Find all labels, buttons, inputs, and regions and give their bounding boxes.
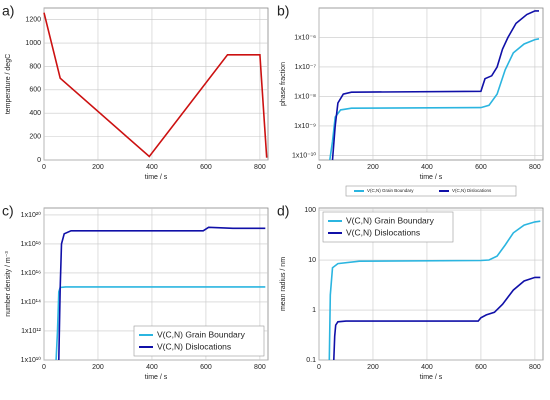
y-tick-label: 1 [312, 307, 316, 314]
y-tick-label: 1x10²⁰ [21, 211, 42, 219]
legend-label: V(C,N) Grain Boundary [346, 215, 435, 225]
legend-label: V(C,N) Grain Boundary [157, 329, 246, 339]
panel-label: b) [277, 3, 289, 19]
y-tick-label: 200 [29, 133, 41, 140]
y-tick-label: 1x10⁻⁶ [294, 34, 316, 41]
y-tick-label: 600 [29, 87, 41, 94]
x-tick-label: 800 [529, 364, 541, 371]
x-tick-label: 800 [254, 164, 266, 171]
series-line [43, 12, 268, 158]
x-axis-label: time / s [420, 174, 443, 181]
x-tick-label: 800 [254, 364, 266, 371]
x-tick-label: 600 [475, 364, 487, 371]
y-tick-label: 1x10¹⁴ [20, 299, 41, 306]
x-tick-label: 0 [42, 364, 46, 371]
y-axis-label: mean radius / nm [280, 257, 287, 311]
legend-label: V(C,N) Dislocations [346, 227, 420, 237]
y-tick-label: 100 [304, 207, 316, 214]
y-axis-label: temperature / degC [5, 54, 12, 114]
x-tick-label: 0 [317, 164, 321, 171]
x-tick-label: 200 [92, 164, 104, 171]
series-line [333, 276, 541, 361]
x-tick-label: 600 [200, 164, 212, 171]
y-axis-label: phase fraction [280, 62, 287, 106]
x-tick-label: 200 [92, 364, 104, 371]
legend-box [345, 185, 517, 197]
x-tick-label: 600 [200, 364, 212, 371]
x-tick-label: 600 [475, 164, 487, 171]
legend-box [133, 325, 265, 357]
y-tick-label: 1x10⁻¹⁰ [292, 151, 316, 159]
x-tick-label: 0 [42, 164, 46, 171]
x-tick-label: 200 [367, 364, 379, 371]
y-tick-label: 10 [308, 257, 316, 264]
y-tick-label: 1x10⁻⁸ [294, 93, 316, 100]
y-tick-label: 1200 [25, 17, 41, 24]
x-axis-label: time / s [145, 374, 168, 381]
y-tick-label: 1x10⁻⁷ [295, 64, 317, 71]
x-tick-label: 0 [317, 364, 321, 371]
y-tick-label: 0 [37, 157, 41, 164]
legend-box [322, 211, 454, 243]
plot-area [318, 7, 544, 161]
legend: V(C,N) Grain Boundary V(C,N) Dislocations [322, 211, 454, 243]
series-line [58, 226, 266, 361]
legend-label: V(C,N) Dislocations [157, 341, 231, 351]
x-axis-label: time / s [145, 174, 168, 181]
y-axis-label: number density / m⁻³ [5, 251, 12, 317]
legend-label: V(C,N) Grain Boundary [367, 188, 414, 193]
x-tick-label: 400 [421, 364, 433, 371]
plot-area [43, 7, 269, 161]
series-line [329, 38, 540, 161]
legend-label: V(C,N) Dislocations [452, 188, 492, 193]
series-line [331, 10, 539, 161]
x-tick-label: 400 [146, 364, 158, 371]
series-line [328, 220, 541, 361]
legend: V(C,N) Grain Boundary V(C,N) Dislocations [345, 185, 517, 197]
x-axis-label: time / s [420, 374, 443, 381]
y-tick-label: 1x10¹² [21, 328, 42, 335]
y-tick-label: 800 [29, 63, 41, 70]
panel-label: a) [2, 3, 14, 19]
x-tick-label: 400 [146, 164, 158, 171]
y-tick-label: 1x10⁻⁹ [294, 123, 316, 130]
y-tick-label: 1x10¹⁶ [21, 270, 42, 277]
legend: V(C,N) Grain Boundary V(C,N) Dislocations [133, 325, 265, 357]
y-tick-label: 400 [29, 110, 41, 117]
x-tick-label: 800 [529, 164, 541, 171]
panel-label: c) [2, 203, 14, 219]
y-tick-label: 1000 [25, 40, 41, 47]
y-tick-label: 1x10¹⁸ [21, 241, 42, 248]
y-tick-label: 0.1 [306, 357, 316, 364]
y-tick-label: 1x10¹⁰ [21, 356, 42, 364]
x-tick-label: 200 [367, 164, 379, 171]
x-tick-label: 400 [421, 164, 433, 171]
panel-label: d) [277, 203, 289, 219]
